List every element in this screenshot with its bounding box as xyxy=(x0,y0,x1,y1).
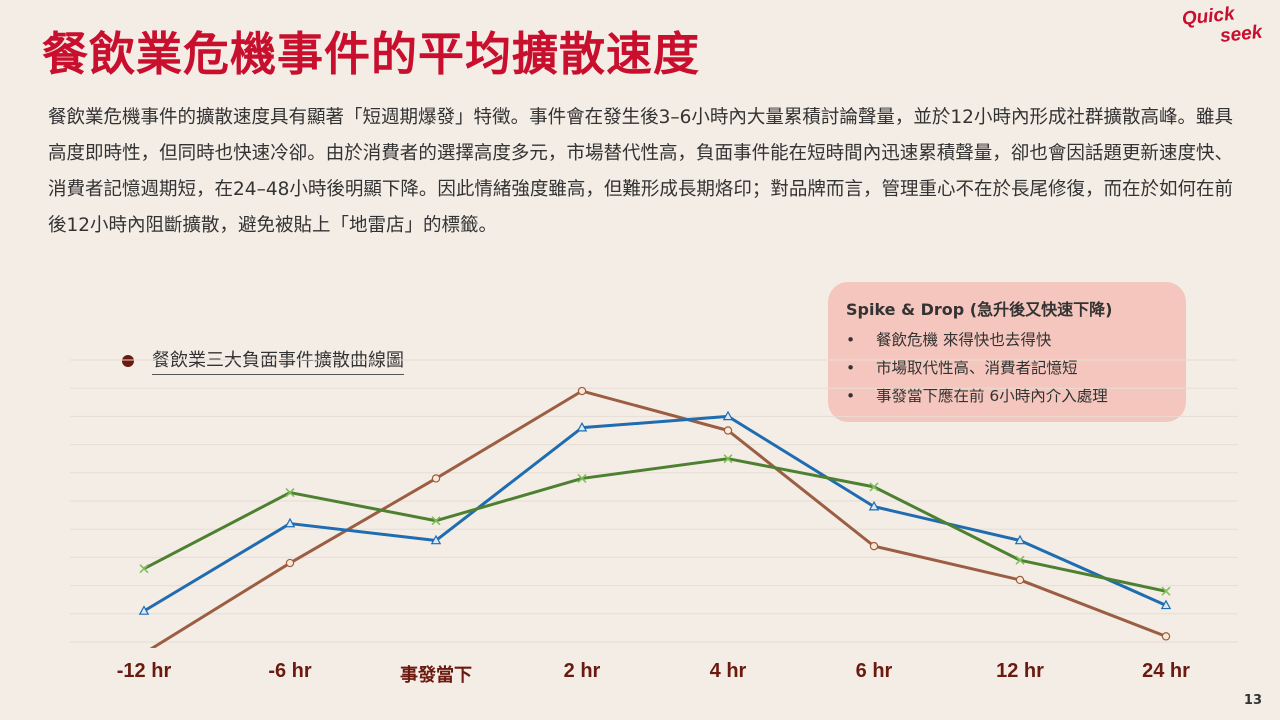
data-point xyxy=(869,482,879,492)
series-3 xyxy=(139,454,1171,596)
callout-item-text: 市場取代性高、消費者記憶短 xyxy=(876,359,1078,377)
description-paragraph: 餐飲業危機事件的擴散速度具有顯著「短週期爆發」特徵。事件會在發生後3–6小時內大… xyxy=(48,107,1233,236)
data-point xyxy=(577,386,587,396)
data-point xyxy=(722,410,734,421)
callout-item: • 餐飲危機 來得快也去得快 xyxy=(846,326,1168,354)
x-tick-label: -12 hr xyxy=(117,660,172,682)
logo-text-bottom: seek xyxy=(1219,22,1265,44)
series-line xyxy=(143,457,1167,593)
data-point xyxy=(430,534,442,545)
data-point xyxy=(869,541,879,551)
legend-label: 餐飲業三大負面事件擴散曲線圖 xyxy=(152,346,404,375)
legend-bullet-icon xyxy=(122,354,134,367)
bullet-icon: • xyxy=(846,359,856,377)
data-point xyxy=(1160,599,1172,610)
page-title: 餐飲業危機事件的平均擴散速度 xyxy=(42,27,700,81)
chart-legend: 餐飲業三大負面事件擴散曲線圖 xyxy=(122,346,404,375)
callout-item: • 事發當下應在前 6小時內介入處理 xyxy=(846,382,1168,410)
data-point xyxy=(138,605,150,615)
data-point xyxy=(140,650,147,657)
series-line xyxy=(143,414,1167,613)
data-point xyxy=(1161,586,1171,596)
data-point xyxy=(285,487,295,498)
data-point xyxy=(139,564,149,574)
callout-title: Spike & Drop (急升後又快速下降) xyxy=(846,300,1113,319)
data-point xyxy=(1015,555,1025,565)
callout-list: • 餐飲危機 來得快也去得快 • 市場取代性高、消費者記憶短 • 事發當下應在前 6小… xyxy=(846,326,1168,410)
x-tick-label: 4 hr xyxy=(710,660,747,682)
series-1 xyxy=(140,386,1171,657)
data-point xyxy=(723,454,733,464)
bullet-icon: • xyxy=(846,387,856,405)
callout-item-text: 餐飲危機 來得快也去得快 xyxy=(876,331,1052,349)
data-point xyxy=(1014,534,1026,545)
data-point xyxy=(285,558,295,568)
x-tick-label: 事發當下 xyxy=(400,664,472,686)
callout-item: • 市場取代性高、消費者記憶短 xyxy=(846,354,1168,382)
x-tick-label: 24 hr xyxy=(1142,660,1190,682)
data-point xyxy=(284,517,296,528)
data-point xyxy=(576,421,588,432)
bullet-icon: • xyxy=(846,331,856,349)
x-tick-label: 12 hr xyxy=(996,660,1044,682)
x-tick-label: 2 hr xyxy=(564,660,601,682)
page-number: 13 xyxy=(1243,693,1262,708)
callout-item-text: 事發當下應在前 6小時內介入處理 xyxy=(876,387,1108,405)
quickseek-logo: Quick seek xyxy=(1181,4,1265,44)
data-point xyxy=(431,474,441,483)
data-point xyxy=(577,473,587,484)
series-line xyxy=(149,389,1167,648)
data-point xyxy=(1015,575,1025,585)
x-tick-label: 6 hr xyxy=(856,660,893,682)
data-point xyxy=(1161,632,1171,641)
series-2 xyxy=(138,410,1172,615)
x-tick-label: -6 hr xyxy=(268,660,312,682)
spike-drop-callout: Spike & Drop (急升後又快速下降) • 餐飲危機 來得快也去得快 • 市… xyxy=(828,282,1186,422)
data-point xyxy=(868,500,880,511)
data-point xyxy=(723,426,733,435)
data-point xyxy=(431,516,441,526)
